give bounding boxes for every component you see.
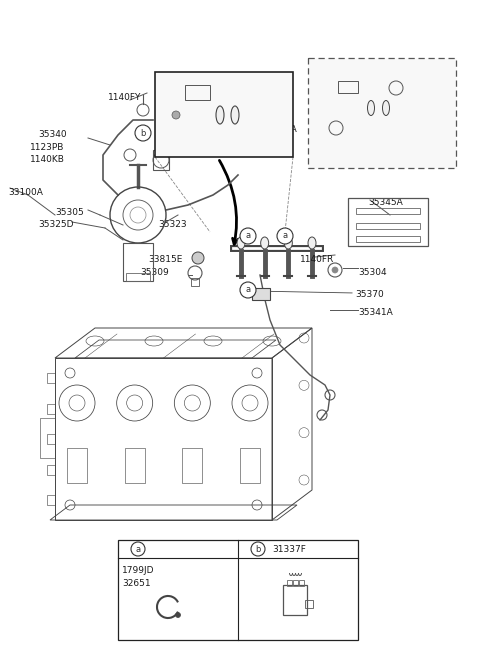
Bar: [155, 72, 293, 157]
Circle shape: [251, 542, 265, 556]
Ellipse shape: [261, 237, 269, 249]
Bar: [283, 585, 307, 615]
Bar: [240, 448, 260, 483]
Bar: [118, 540, 358, 640]
Bar: [126, 273, 150, 281]
Bar: [47, 434, 55, 444]
Text: a: a: [245, 285, 251, 295]
Circle shape: [176, 613, 180, 617]
Text: 1140FR: 1140FR: [300, 255, 334, 264]
Text: 35340: 35340: [38, 130, 67, 139]
Text: b: b: [255, 544, 261, 554]
Text: 35323: 35323: [158, 220, 187, 229]
Text: (KIT): (KIT): [318, 70, 339, 79]
Text: 33100A: 33100A: [8, 188, 43, 197]
Bar: [191, 278, 199, 286]
Text: 35325D: 35325D: [38, 220, 73, 229]
Text: 35341A: 35341A: [358, 308, 393, 317]
Circle shape: [131, 542, 145, 556]
Text: 35312F: 35312F: [218, 100, 252, 109]
Bar: [287, 580, 292, 586]
Text: 1799JD
32651: 1799JD 32651: [122, 566, 155, 588]
Text: 31305C: 31305C: [170, 110, 205, 119]
Text: 35309: 35309: [140, 268, 169, 277]
Circle shape: [172, 111, 180, 119]
Bar: [185, 85, 210, 100]
Text: 33815E: 33815E: [148, 255, 182, 264]
Bar: [47, 495, 55, 505]
Bar: [47, 403, 55, 413]
Text: 35370: 35370: [355, 290, 384, 299]
Ellipse shape: [216, 106, 224, 124]
Ellipse shape: [383, 100, 389, 115]
Ellipse shape: [284, 237, 292, 249]
Text: 1140KB: 1140KB: [30, 155, 65, 164]
Text: 35304: 35304: [358, 268, 386, 277]
Text: 35345A: 35345A: [368, 198, 403, 207]
Bar: [125, 448, 144, 483]
Bar: [293, 580, 298, 586]
Text: 35312K: 35312K: [352, 82, 386, 91]
Ellipse shape: [368, 100, 374, 115]
Circle shape: [277, 228, 293, 244]
Bar: [252, 288, 270, 300]
Bar: [123, 243, 153, 281]
Text: 31337F: 31337F: [272, 544, 306, 554]
Bar: [47, 464, 55, 474]
Bar: [356, 236, 420, 242]
Circle shape: [240, 228, 256, 244]
Ellipse shape: [231, 106, 239, 124]
Bar: [153, 150, 169, 170]
Ellipse shape: [308, 237, 316, 249]
Circle shape: [135, 125, 151, 141]
Bar: [67, 448, 87, 483]
Text: a: a: [245, 232, 251, 241]
Ellipse shape: [237, 237, 245, 249]
Text: 1140FY: 1140FY: [108, 93, 142, 102]
Text: a: a: [282, 232, 288, 241]
Text: b: b: [140, 129, 146, 138]
Text: 35312H: 35312H: [168, 125, 204, 134]
Bar: [356, 208, 420, 214]
Text: 1123PB: 1123PB: [30, 143, 64, 152]
Circle shape: [192, 252, 204, 264]
Bar: [299, 580, 304, 586]
Text: 35312A: 35312A: [262, 125, 297, 134]
Text: 35310: 35310: [210, 80, 239, 89]
Bar: [356, 223, 420, 229]
Text: 35305: 35305: [55, 208, 84, 217]
Text: a: a: [135, 544, 141, 554]
Bar: [47, 373, 55, 383]
Circle shape: [240, 282, 256, 298]
Bar: [308, 58, 456, 168]
Bar: [305, 600, 313, 608]
Bar: [182, 448, 203, 483]
Bar: [338, 81, 358, 93]
Circle shape: [332, 267, 338, 273]
